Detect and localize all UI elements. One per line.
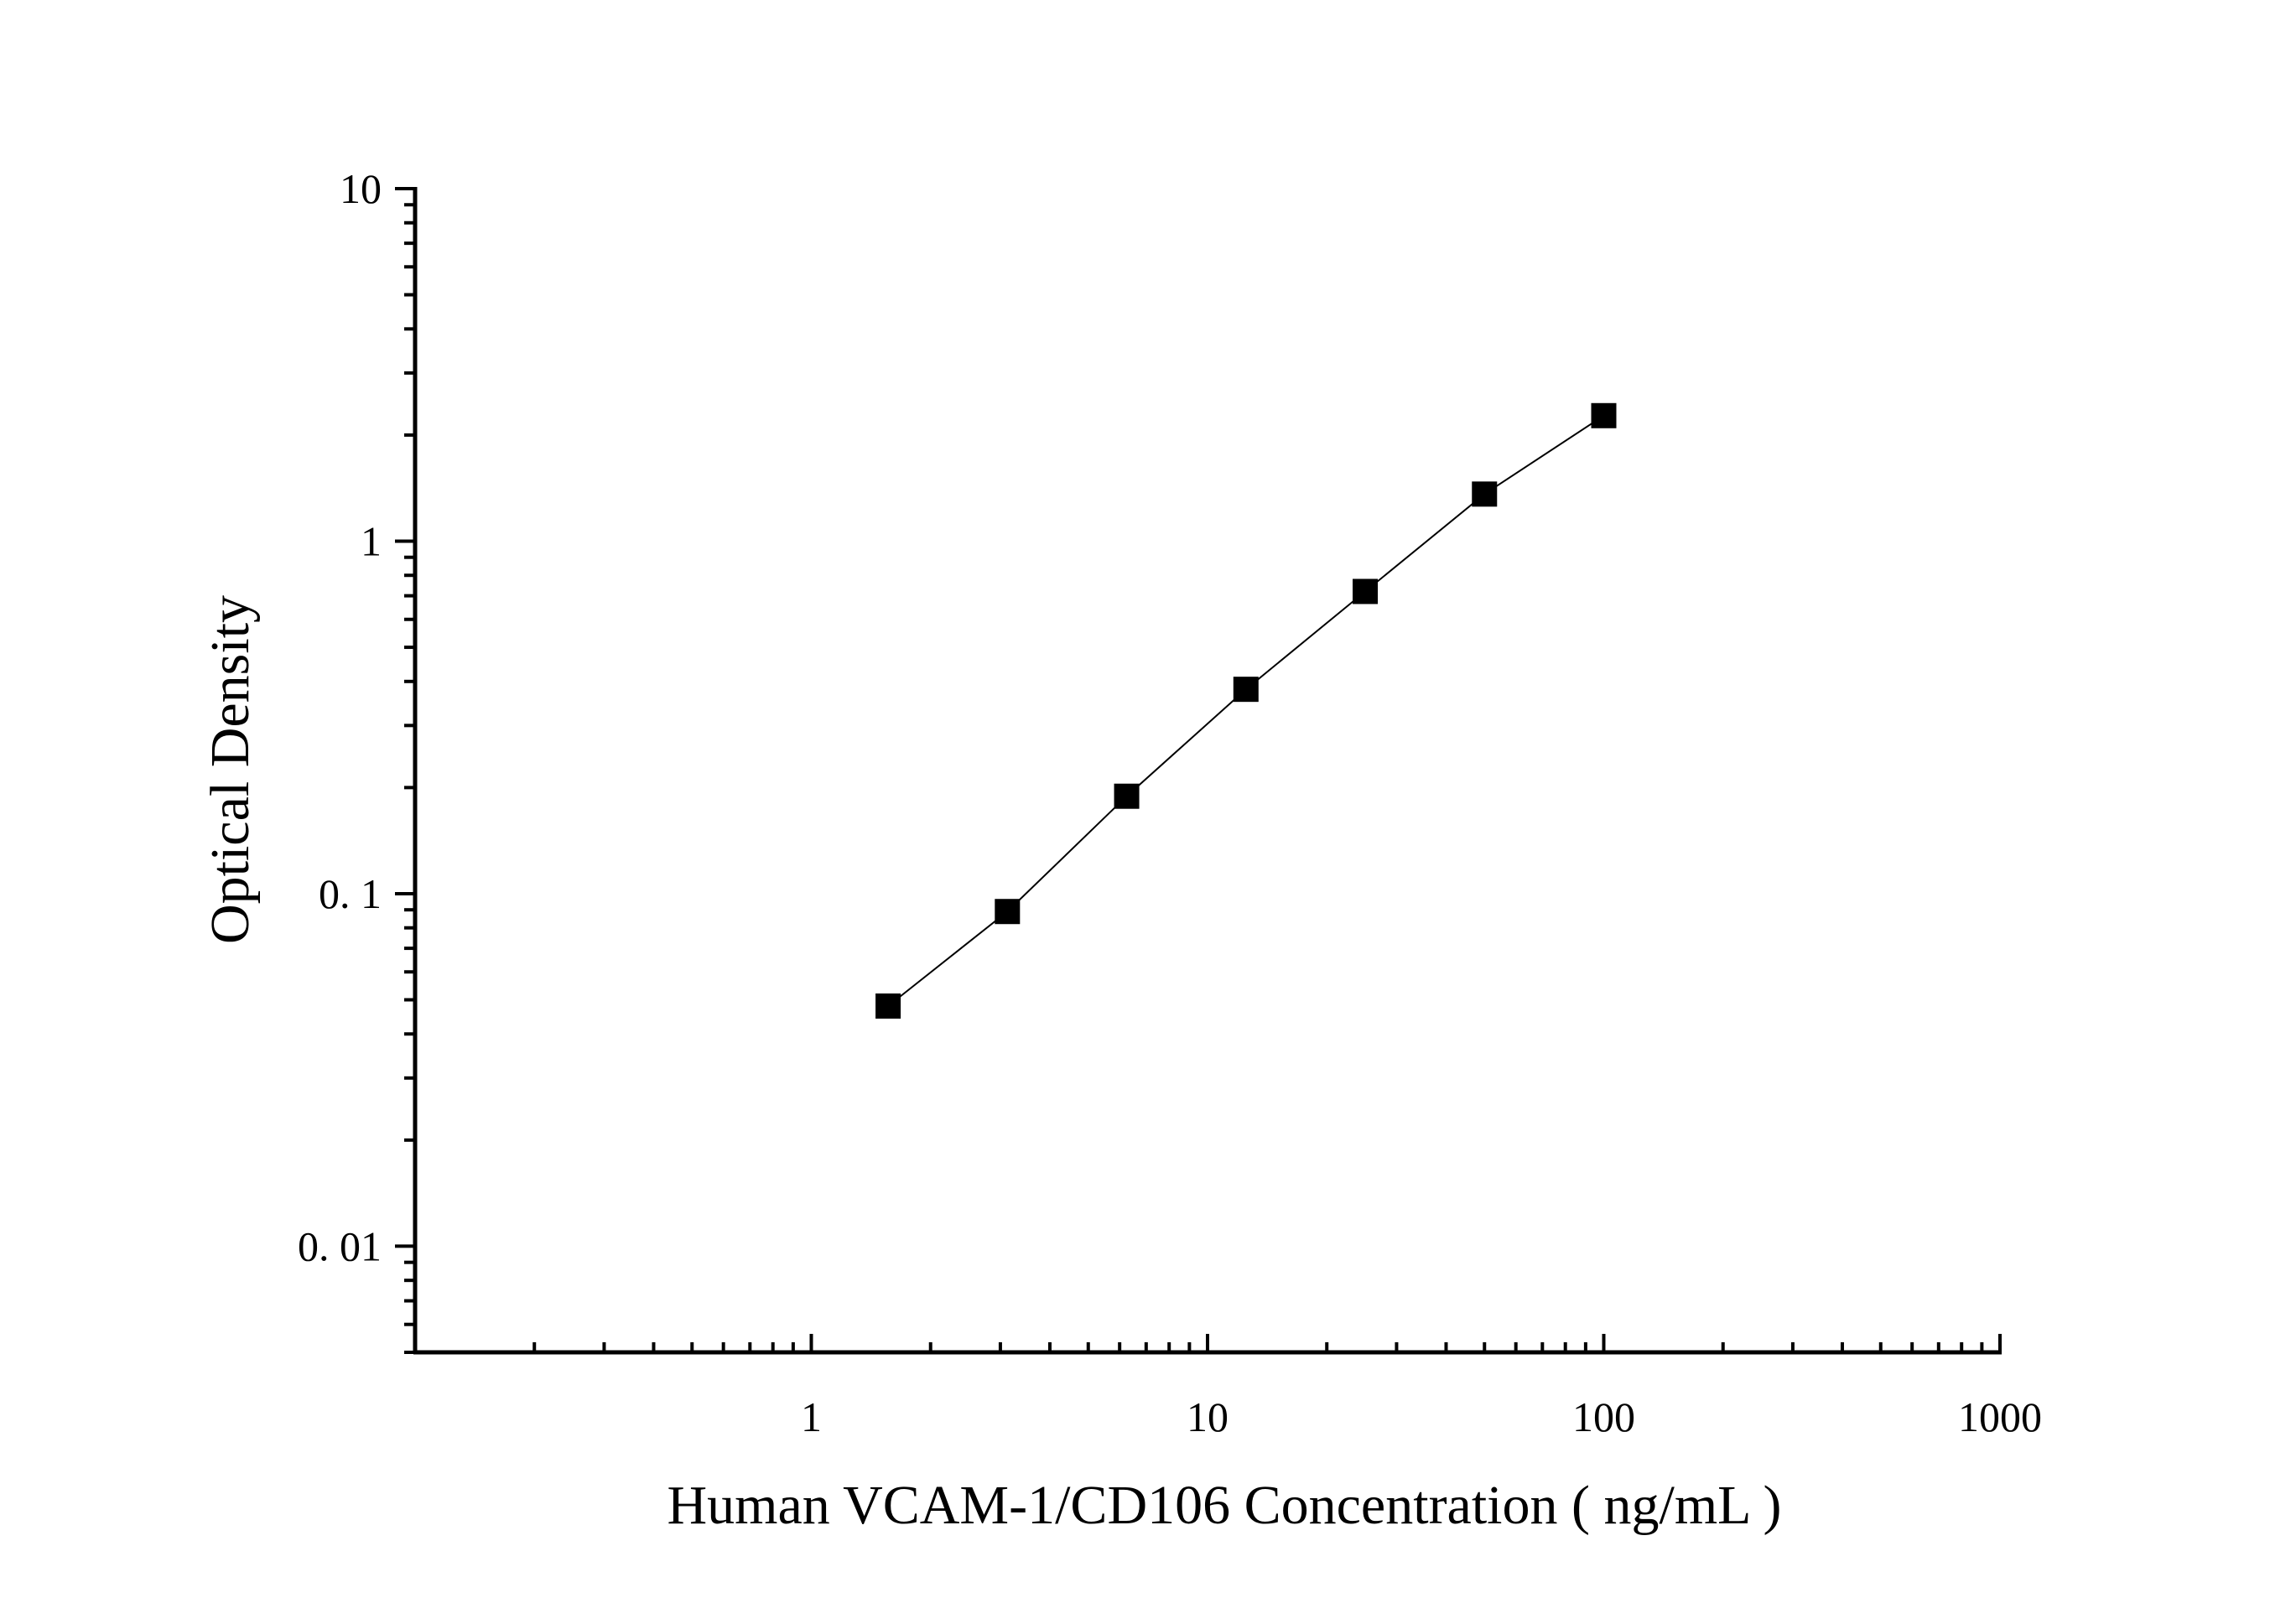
data-point — [1114, 783, 1140, 809]
ticks: 1 10 100 1000 0. 01 0. 1 1 10 — [298, 165, 2042, 1440]
x-axis-title: Human VCAM-1/CD106 Concentration ( ng/mL… — [667, 1475, 1781, 1536]
data-point — [875, 993, 901, 1019]
y-tick-label: 0. 1 — [319, 870, 382, 917]
y-tick-label: 10 — [340, 165, 382, 212]
x-tick-label: 10 — [1187, 1393, 1229, 1440]
y-tick-label: 1 — [361, 517, 382, 564]
x-tick-label: 1000 — [1958, 1393, 2042, 1440]
x-tick-label: 1 — [801, 1393, 822, 1440]
x-tick-label: 100 — [1572, 1393, 1635, 1440]
data-point — [1591, 402, 1617, 428]
axes — [413, 187, 2002, 1355]
y-tick-label: 0. 01 — [298, 1222, 382, 1269]
data-point — [995, 899, 1021, 925]
data-point — [1353, 578, 1379, 604]
series — [875, 402, 1617, 1019]
data-point — [1233, 677, 1259, 703]
y-axis-title: Optical Density — [200, 595, 261, 944]
data-point — [1472, 481, 1498, 507]
